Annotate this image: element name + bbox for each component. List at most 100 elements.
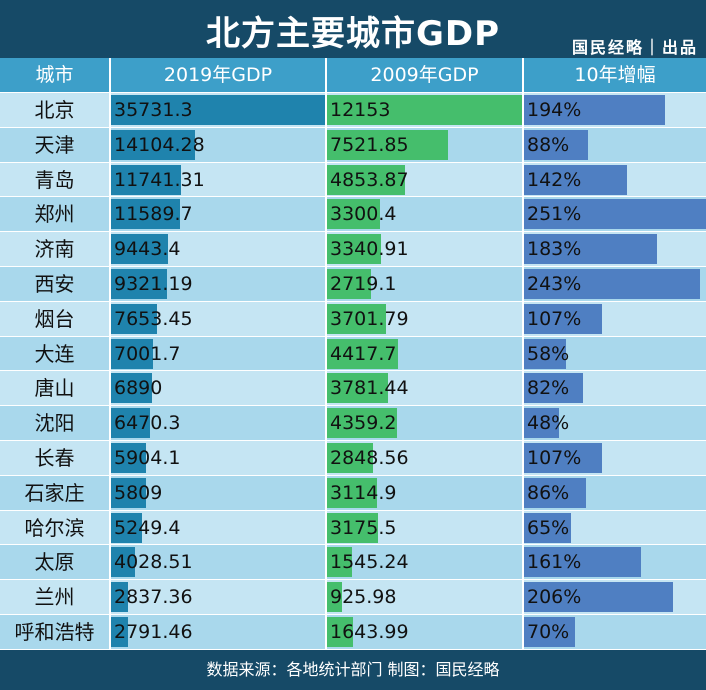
growth-bar	[524, 129, 588, 160]
table-row: 青岛 11741.31 4853.87 142%	[0, 162, 706, 197]
gdp2009-cell: 3114.9	[327, 476, 522, 510]
gdp2009-value: 1643.99	[330, 621, 409, 643]
gdp2009-cell: 4359.2	[327, 406, 522, 440]
city-label: 哈尔滨	[24, 515, 85, 540]
gdp2009-cell: 3340.91	[327, 232, 522, 266]
gdp2009-bar	[327, 164, 405, 195]
table-row: 大连 7001.7 4417.7 58%	[0, 336, 706, 371]
growth-value: 48%	[527, 412, 570, 435]
gdp2009-bar	[327, 269, 371, 299]
row-divider	[0, 300, 706, 302]
row-divider	[0, 266, 706, 267]
city-label: 郑州	[34, 202, 75, 227]
gdp2009-value: 3340.91	[330, 238, 409, 261]
city-label: 呼和浩特	[14, 620, 95, 644]
growth-value: 194%	[527, 99, 582, 121]
table-row: 天津 14104.28 7521.85 88%	[0, 127, 706, 162]
row-divider	[0, 440, 706, 441]
growth-bar	[524, 547, 641, 578]
table-row: 石家庄 5809 3114.9 86%	[0, 475, 706, 510]
gdp2009-value: 3300.4	[330, 203, 397, 226]
gdp2009-cell: 3175.5	[327, 511, 522, 545]
gdp2009-cell: 4853.87	[327, 163, 522, 197]
table-row: 西安 9321.19 2719.1 243%	[0, 267, 706, 301]
growth-cell: 194%	[524, 93, 706, 127]
table-row: 太原 4028.51 1545.24 161%	[0, 545, 706, 580]
gdp2019-value: 4028.51	[114, 551, 193, 574]
column-header-city: 城市	[35, 64, 74, 86]
row-divider	[0, 614, 706, 615]
row-divider	[0, 335, 706, 337]
table-header-row: 城市 2019年GDP 2009年GDP 10年增幅	[0, 58, 706, 92]
growth-bar	[524, 512, 572, 543]
gdp2019-cell: 14104.28	[111, 128, 325, 162]
gdp2019-value: 7001.7	[114, 342, 181, 365]
growth-bar	[524, 477, 587, 508]
gdp2019-value: 14104.28	[114, 133, 205, 156]
gdp2009-value: 1545.24	[330, 551, 409, 574]
growth-value: 107%	[527, 307, 582, 330]
growth-cell: 48%	[524, 406, 706, 440]
gdp2019-value: 5809	[114, 481, 163, 504]
gdp2019-cell: 11741.31	[111, 163, 325, 197]
city-label: 烟台	[34, 306, 75, 331]
gdp2019-value: 9321.19	[114, 273, 193, 295]
column-header-gdp2009: 2009年GDP	[370, 64, 479, 86]
gdp2019-bar	[111, 95, 325, 125]
row-divider	[0, 648, 706, 650]
table-row: 哈尔滨 5249.4 3175.5 65%	[0, 510, 706, 545]
row-divider	[0, 196, 706, 198]
gdp2019-bar	[111, 443, 147, 473]
growth-bar	[524, 234, 657, 265]
gdp2009-bar	[327, 199, 380, 230]
gdp2009-cell: 7521.85	[327, 128, 522, 162]
gdp2019-cell: 7653.45	[111, 302, 325, 336]
row-divider	[0, 509, 706, 511]
column-divider	[325, 58, 327, 650]
city-label: 唐山	[34, 376, 75, 401]
source-footer: 数据来源：各地统计部门 制图：国民经略	[0, 650, 706, 690]
row-divider	[0, 405, 706, 407]
gdp2019-cell: 9321.19	[111, 267, 325, 301]
gdp2009-cell: 3701.79	[327, 302, 522, 336]
gdp-table: 城市 2019年GDP 2009年GDP 10年增幅 北京 35731.3 1215…	[0, 58, 706, 650]
growth-bar	[524, 582, 674, 613]
city-label: 济南	[34, 237, 75, 262]
gdp2019-cell: 7001.7	[111, 337, 325, 371]
gdp2019-cell: 5904.1	[111, 441, 325, 475]
table-row: 长春 5904.1 2848.56 107%	[0, 441, 706, 475]
row-divider	[0, 474, 706, 476]
row-divider	[0, 370, 706, 372]
growth-cell: 86%	[524, 476, 706, 510]
growth-cell: 88%	[524, 128, 706, 162]
growth-cell: 243%	[524, 267, 706, 301]
gdp2009-value: 4359.2	[330, 412, 397, 435]
growth-value: 243%	[527, 273, 582, 295]
gdp2009-value: 2719.1	[330, 273, 397, 295]
gdp2009-value: 925.98	[330, 586, 397, 609]
growth-value: 161%	[527, 551, 582, 574]
gdp2019-cell: 6890	[111, 371, 325, 405]
gdp2009-cell: 12153	[327, 93, 522, 127]
gdp2009-bar	[327, 443, 373, 473]
gdp2019-bar	[111, 269, 167, 299]
gdp2009-bar	[327, 303, 387, 334]
growth-value: 88%	[527, 133, 570, 156]
city-label: 西安	[34, 272, 75, 296]
gdp2009-value: 12153	[330, 99, 391, 121]
header: 北方主要城市GDP 国民经略｜出品	[0, 0, 706, 58]
growth-bar	[524, 269, 701, 299]
gdp2009-value: 3781.44	[330, 377, 409, 400]
gdp2009-bar	[327, 408, 397, 439]
row-divider	[0, 161, 706, 163]
gdp2019-cell: 4028.51	[111, 545, 325, 579]
gdp2009-bar	[327, 512, 378, 543]
growth-bar	[524, 443, 602, 473]
table-row: 兰州 2837.36 925.98 206%	[0, 580, 706, 615]
row-divider	[0, 92, 706, 93]
gdp2019-value: 35731.3	[114, 99, 193, 121]
growth-value: 251%	[527, 203, 582, 226]
city-label: 青岛	[34, 167, 75, 192]
gdp2019-bar	[111, 512, 143, 543]
growth-cell: 251%	[524, 197, 706, 231]
